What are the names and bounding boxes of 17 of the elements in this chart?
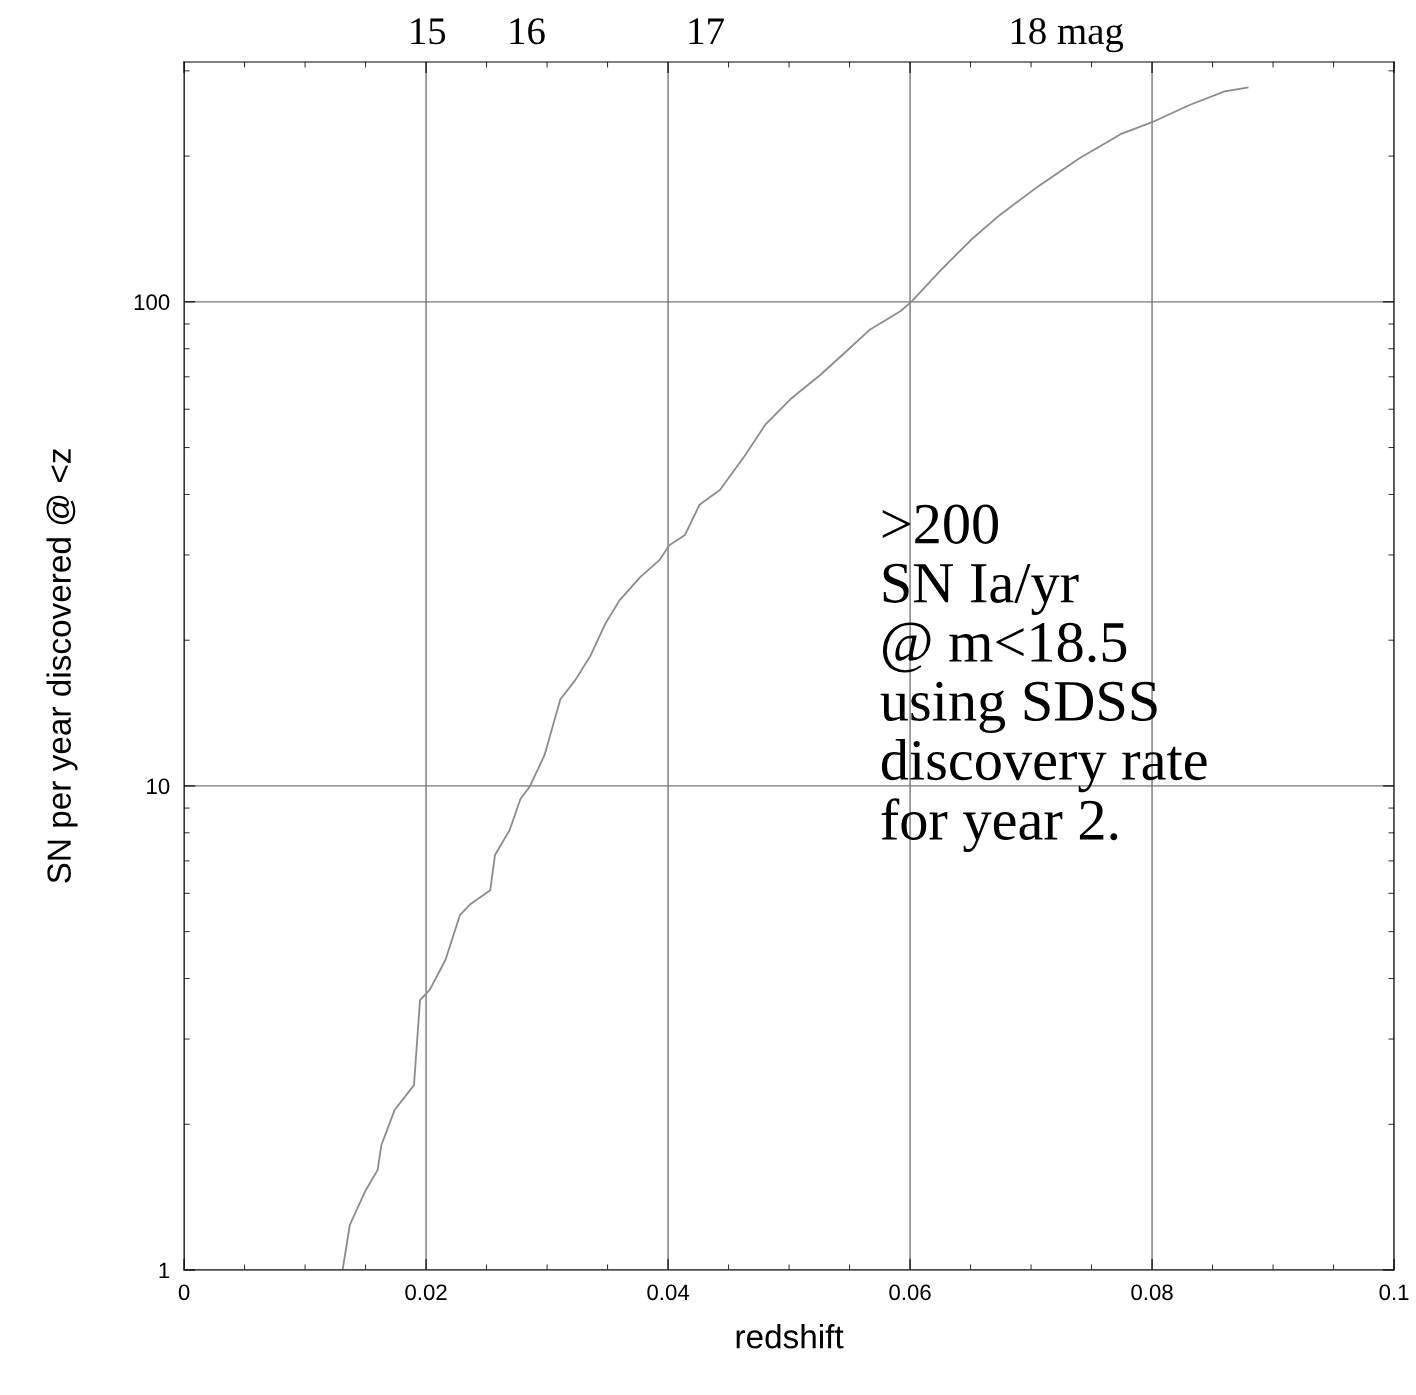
x-tick-label: 0 (178, 1284, 190, 1301)
text: 18 mag (1011, 18, 1124, 53)
x-tick-label: 0.04 (647, 1284, 690, 1301)
x-tick-label: 0.06 (889, 1284, 931, 1301)
annotation: >200 SN Ia/yr @ m<18.5 using SDSS discovery rate for year 2. (880, 504, 1207, 852)
y-axis-title: SN per year discovered @ <z (46, 449, 78, 883)
y-tick-label: 10 (147, 778, 170, 795)
x-tick-label: 0.1 (1379, 1284, 1409, 1301)
text: 16 (510, 18, 545, 45)
x-tick-label: 0.02 (405, 1284, 447, 1301)
y-tick-label: 100 (134, 294, 170, 311)
text: 17 (689, 18, 724, 44)
text: 15 (411, 18, 446, 45)
y-tick-label: 1 (159, 1262, 170, 1279)
x-tick-label: 0.08 (1131, 1284, 1173, 1301)
x-axis-title: redshift (736, 1324, 844, 1349)
line-series (341, 86, 1249, 1271)
